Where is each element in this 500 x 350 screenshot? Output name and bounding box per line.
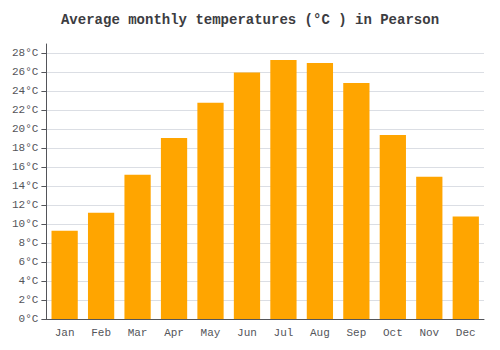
svg-text:24°C: 24°C [12,85,39,97]
svg-text:Aug: Aug [310,327,330,339]
svg-text:Apr: Apr [164,327,184,339]
svg-text:Average monthly temperatures (: Average monthly temperatures (°C ) in Pe… [61,12,439,28]
svg-text:20°C: 20°C [12,123,39,135]
svg-text:12°C: 12°C [12,199,39,211]
svg-text:Oct: Oct [383,327,403,339]
svg-text:Nov: Nov [419,327,439,339]
svg-text:Jul: Jul [274,327,294,339]
svg-text:10°C: 10°C [12,218,39,230]
svg-text:Feb: Feb [91,327,111,339]
svg-text:6°C: 6°C [19,256,39,268]
svg-text:26°C: 26°C [12,66,39,78]
svg-text:4°C: 4°C [19,275,39,287]
svg-text:Dec: Dec [456,327,476,339]
svg-text:18°C: 18°C [12,142,39,154]
svg-text:Jun: Jun [237,327,257,339]
svg-text:Sep: Sep [346,327,366,339]
svg-text:22°C: 22°C [12,104,39,116]
svg-text:16°C: 16°C [12,161,39,173]
svg-text:May: May [201,327,221,339]
svg-text:0°C: 0°C [19,313,39,325]
svg-text:2°C: 2°C [19,294,39,306]
svg-text:14°C: 14°C [12,180,39,192]
svg-text:Jan: Jan [55,327,75,339]
svg-text:Mar: Mar [128,327,148,339]
svg-text:8°C: 8°C [19,237,39,249]
svg-text:28°C: 28°C [12,47,39,59]
